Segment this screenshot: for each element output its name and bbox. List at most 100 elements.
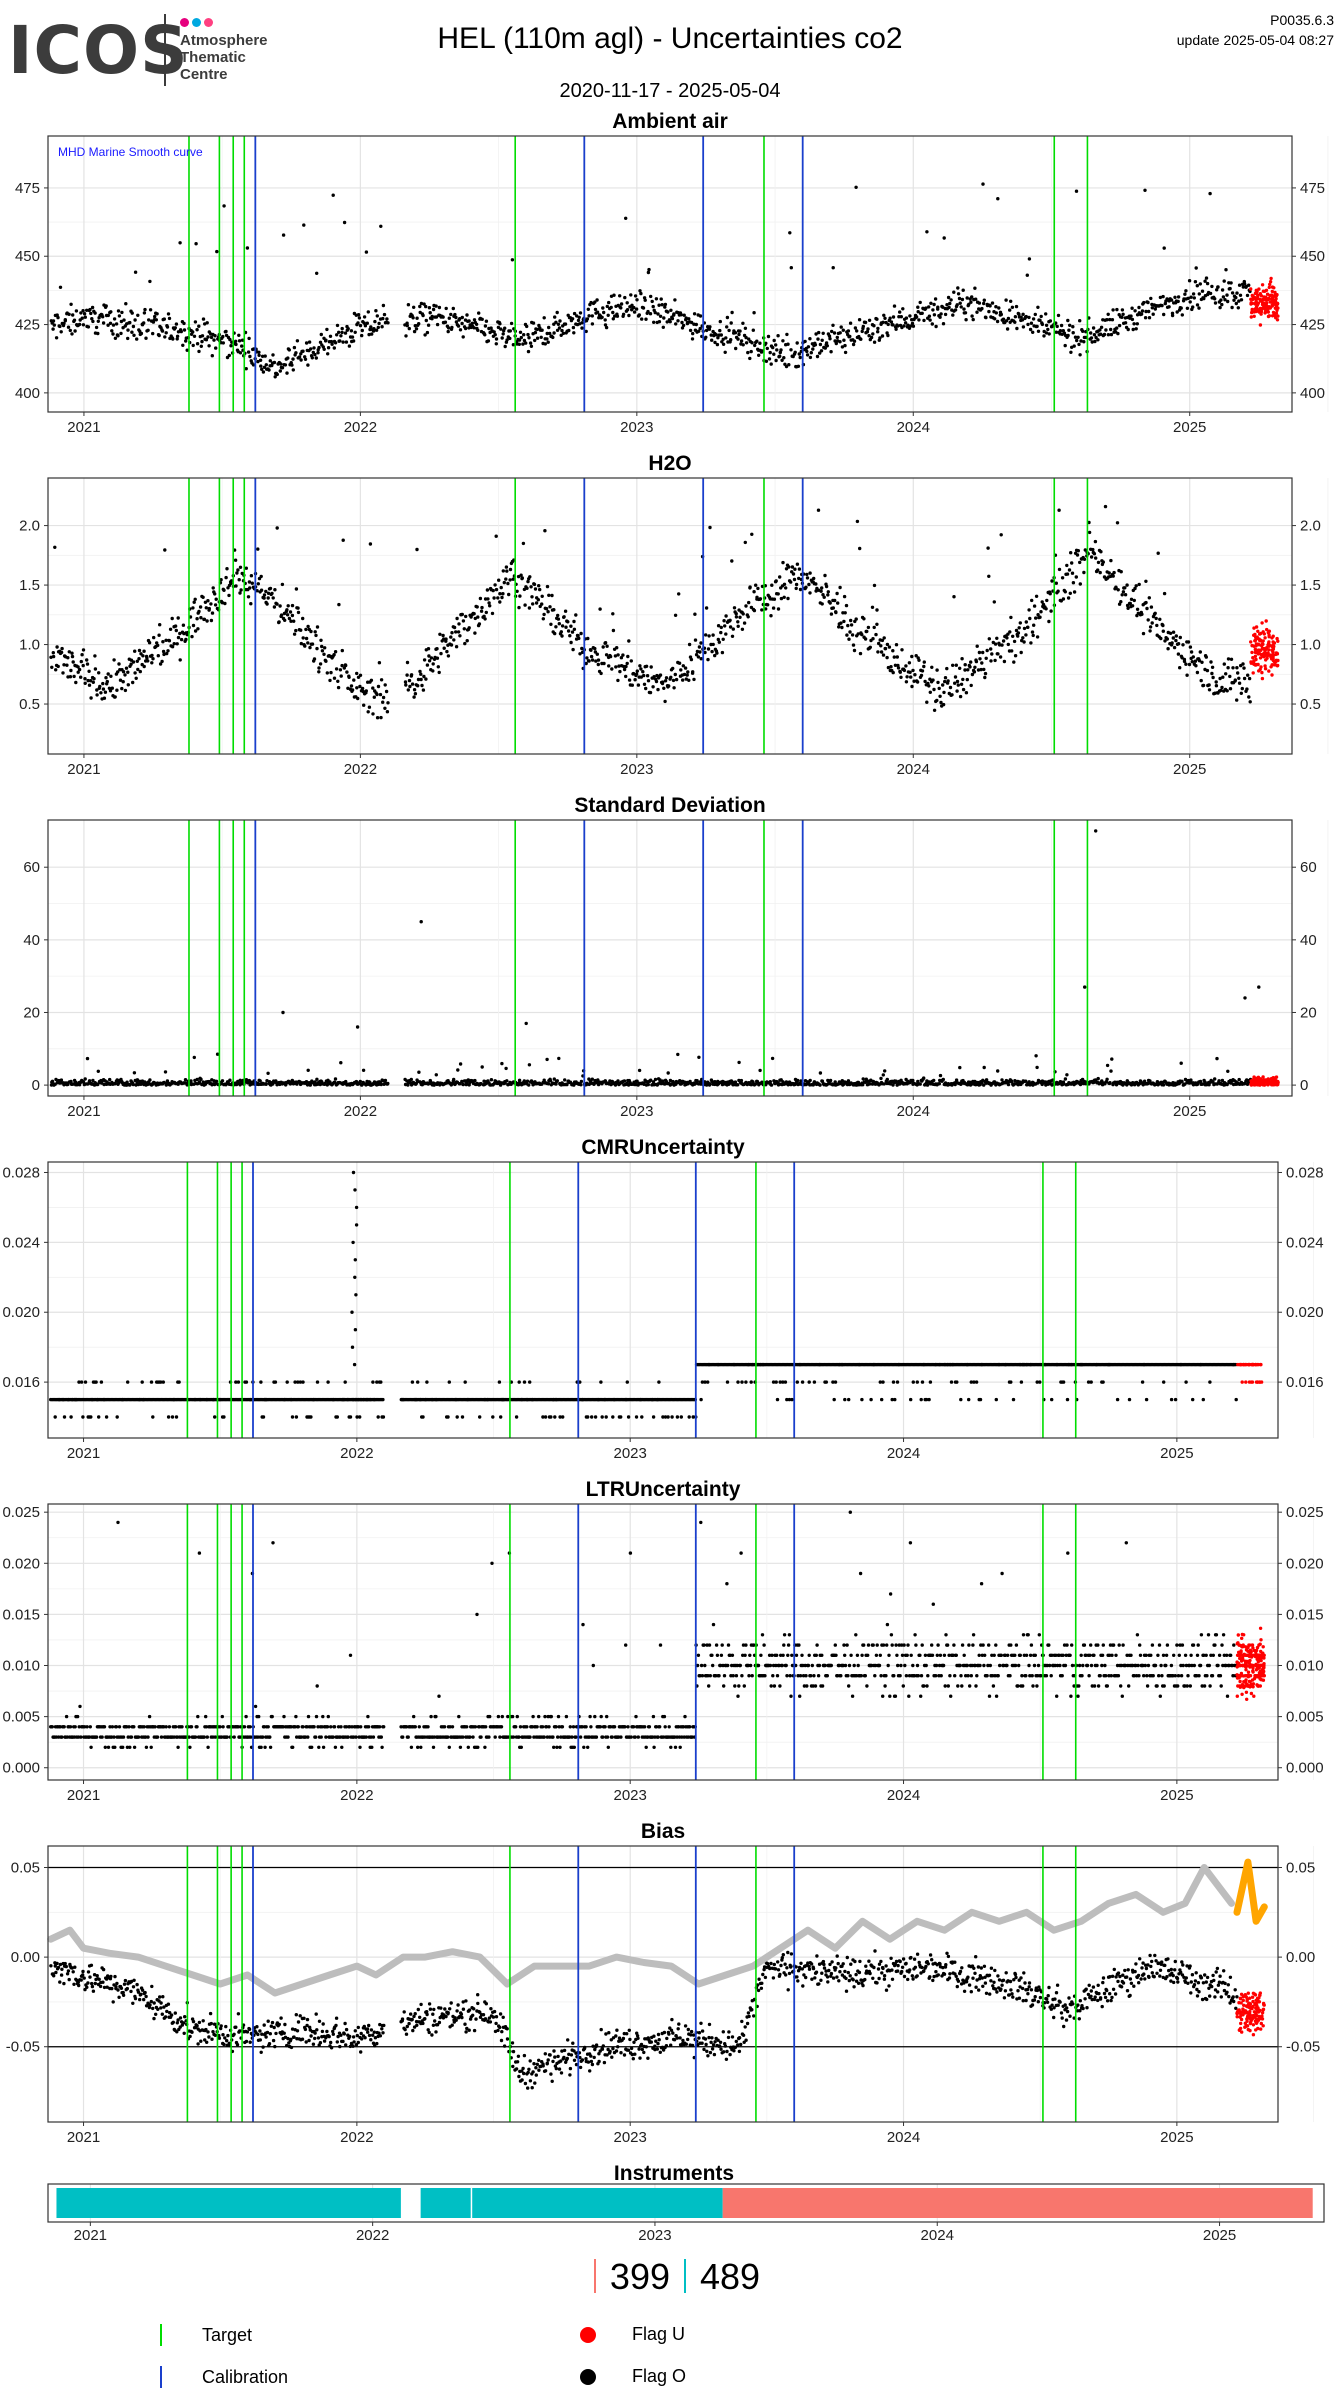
point-flag-o: [557, 326, 562, 330]
point-flag-o: [1161, 629, 1166, 633]
point-flag-o: [182, 328, 187, 332]
point-flag-o: [937, 1082, 941, 1086]
point-flag-o: [526, 349, 531, 354]
point-flag-u: [1268, 300, 1273, 304]
point-flag-o: [756, 586, 760, 591]
point-flag-o: [108, 321, 113, 325]
point-flag-o: [198, 605, 203, 609]
point-flag-o: [367, 332, 371, 337]
point-flag-o: [1027, 257, 1032, 261]
point-flag-o: [803, 339, 807, 344]
point-flag-o: [163, 548, 167, 552]
point-flag-o: [721, 342, 726, 346]
point-flag-o: [278, 604, 282, 608]
point-flag-o: [151, 1415, 155, 1419]
point-flag-o: [994, 305, 998, 309]
point-flag-o: [1044, 323, 1049, 327]
point-flag-o: [1228, 286, 1232, 291]
point-flag-o: [190, 634, 194, 639]
point-flag-o: [1047, 619, 1051, 624]
point-flag-o: [335, 333, 339, 337]
point-flag-o: [273, 588, 277, 592]
point-flag-o: [883, 1069, 887, 1073]
point-flag-o: [262, 593, 267, 597]
point-flag-o: [617, 664, 621, 668]
point-flag-o: [1162, 246, 1166, 250]
point-flag-o: [860, 329, 864, 334]
point-flag-o: [711, 642, 715, 647]
point-flag-o: [417, 322, 421, 326]
point-flag-o: [1093, 339, 1097, 344]
point-flag-o: [533, 587, 538, 591]
point-flag-o: [841, 328, 845, 332]
point-flag-o: [883, 316, 887, 320]
point-flag-o: [963, 668, 967, 672]
point-flag-o: [579, 631, 583, 636]
y-tick-label: 40: [23, 932, 40, 949]
y-tick-label-right: 40: [1300, 932, 1317, 949]
point-flag-o: [838, 331, 842, 335]
point-flag-o: [480, 317, 484, 321]
point-flag-o: [267, 368, 271, 372]
point-flag-o: [572, 331, 576, 335]
x-tick-label: 2025: [1173, 761, 1206, 778]
point-flag-u: [1257, 287, 1261, 291]
point-flag-o: [324, 338, 328, 342]
point-flag-o: [503, 326, 507, 330]
point-flag-o: [199, 344, 203, 348]
point-flag-o: [413, 324, 417, 328]
point-flag-o: [1029, 321, 1034, 325]
point-flag-o: [70, 332, 74, 336]
point-flag-o: [948, 301, 952, 306]
point-flag-o: [982, 667, 986, 672]
point-flag-o: [896, 324, 900, 328]
point-flag-o: [889, 665, 893, 669]
point-flag-o: [577, 636, 581, 641]
point-flag-o: [996, 197, 1000, 201]
point-flag-o: [1123, 586, 1127, 590]
point-flag-o: [430, 314, 434, 319]
point-flag-o: [1040, 600, 1044, 604]
point-flag-o: [1135, 607, 1140, 611]
point-flag-o: [1111, 308, 1115, 312]
point-flag-o: [491, 588, 495, 593]
point-flag-o: [69, 1415, 73, 1419]
point-flag-o: [104, 304, 108, 308]
point-flag-o: [781, 339, 785, 343]
point-flag-o: [1134, 584, 1138, 588]
point-flag-o: [472, 326, 476, 330]
point-flag-o: [828, 1078, 833, 1083]
point-flag-o: [545, 331, 549, 336]
point-flag-o: [85, 308, 89, 312]
point-flag-o: [1208, 191, 1212, 196]
point-flag-o: [106, 323, 110, 327]
point-flag-o: [724, 336, 728, 340]
point-flag-o: [970, 295, 974, 299]
point-flag-o: [972, 670, 977, 674]
point-flag-o: [113, 695, 117, 699]
point-flag-o: [908, 324, 913, 328]
point-flag-o: [893, 663, 898, 667]
point-flag-o: [318, 662, 323, 666]
logo-dot-3: [204, 18, 213, 27]
point-flag-u: [1266, 314, 1271, 319]
point-flag-o: [685, 673, 689, 677]
point-flag-o: [173, 624, 178, 628]
point-flag-o: [486, 339, 491, 343]
point-flag-o: [1072, 590, 1077, 594]
point-flag-o: [155, 312, 159, 316]
point-flag-o: [993, 658, 997, 663]
point-flag-o: [329, 670, 333, 675]
point-flag-o: [1231, 666, 1235, 670]
point-flag-o: [750, 341, 754, 345]
point-flag-o: [1014, 628, 1019, 633]
point-flag-o: [832, 331, 837, 335]
point-flag-o: [352, 678, 356, 682]
point-flag-o: [612, 293, 616, 297]
point-flag-o: [238, 351, 243, 355]
point-flag-o: [310, 642, 315, 646]
point-flag-o: [710, 338, 714, 342]
point-flag-o: [886, 322, 890, 327]
point-flag-o: [876, 326, 880, 331]
point-flag-o: [98, 684, 102, 689]
